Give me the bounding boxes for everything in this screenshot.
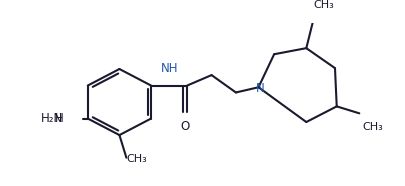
Text: NH: NH [160, 62, 177, 75]
Text: H₂N: H₂N [41, 112, 63, 125]
Text: CH₃: CH₃ [126, 154, 147, 164]
Text: H: H [55, 112, 63, 125]
Text: CH₃: CH₃ [362, 122, 383, 132]
Text: N: N [255, 83, 264, 95]
Text: O: O [180, 120, 190, 133]
Text: CH₃: CH₃ [313, 0, 333, 10]
